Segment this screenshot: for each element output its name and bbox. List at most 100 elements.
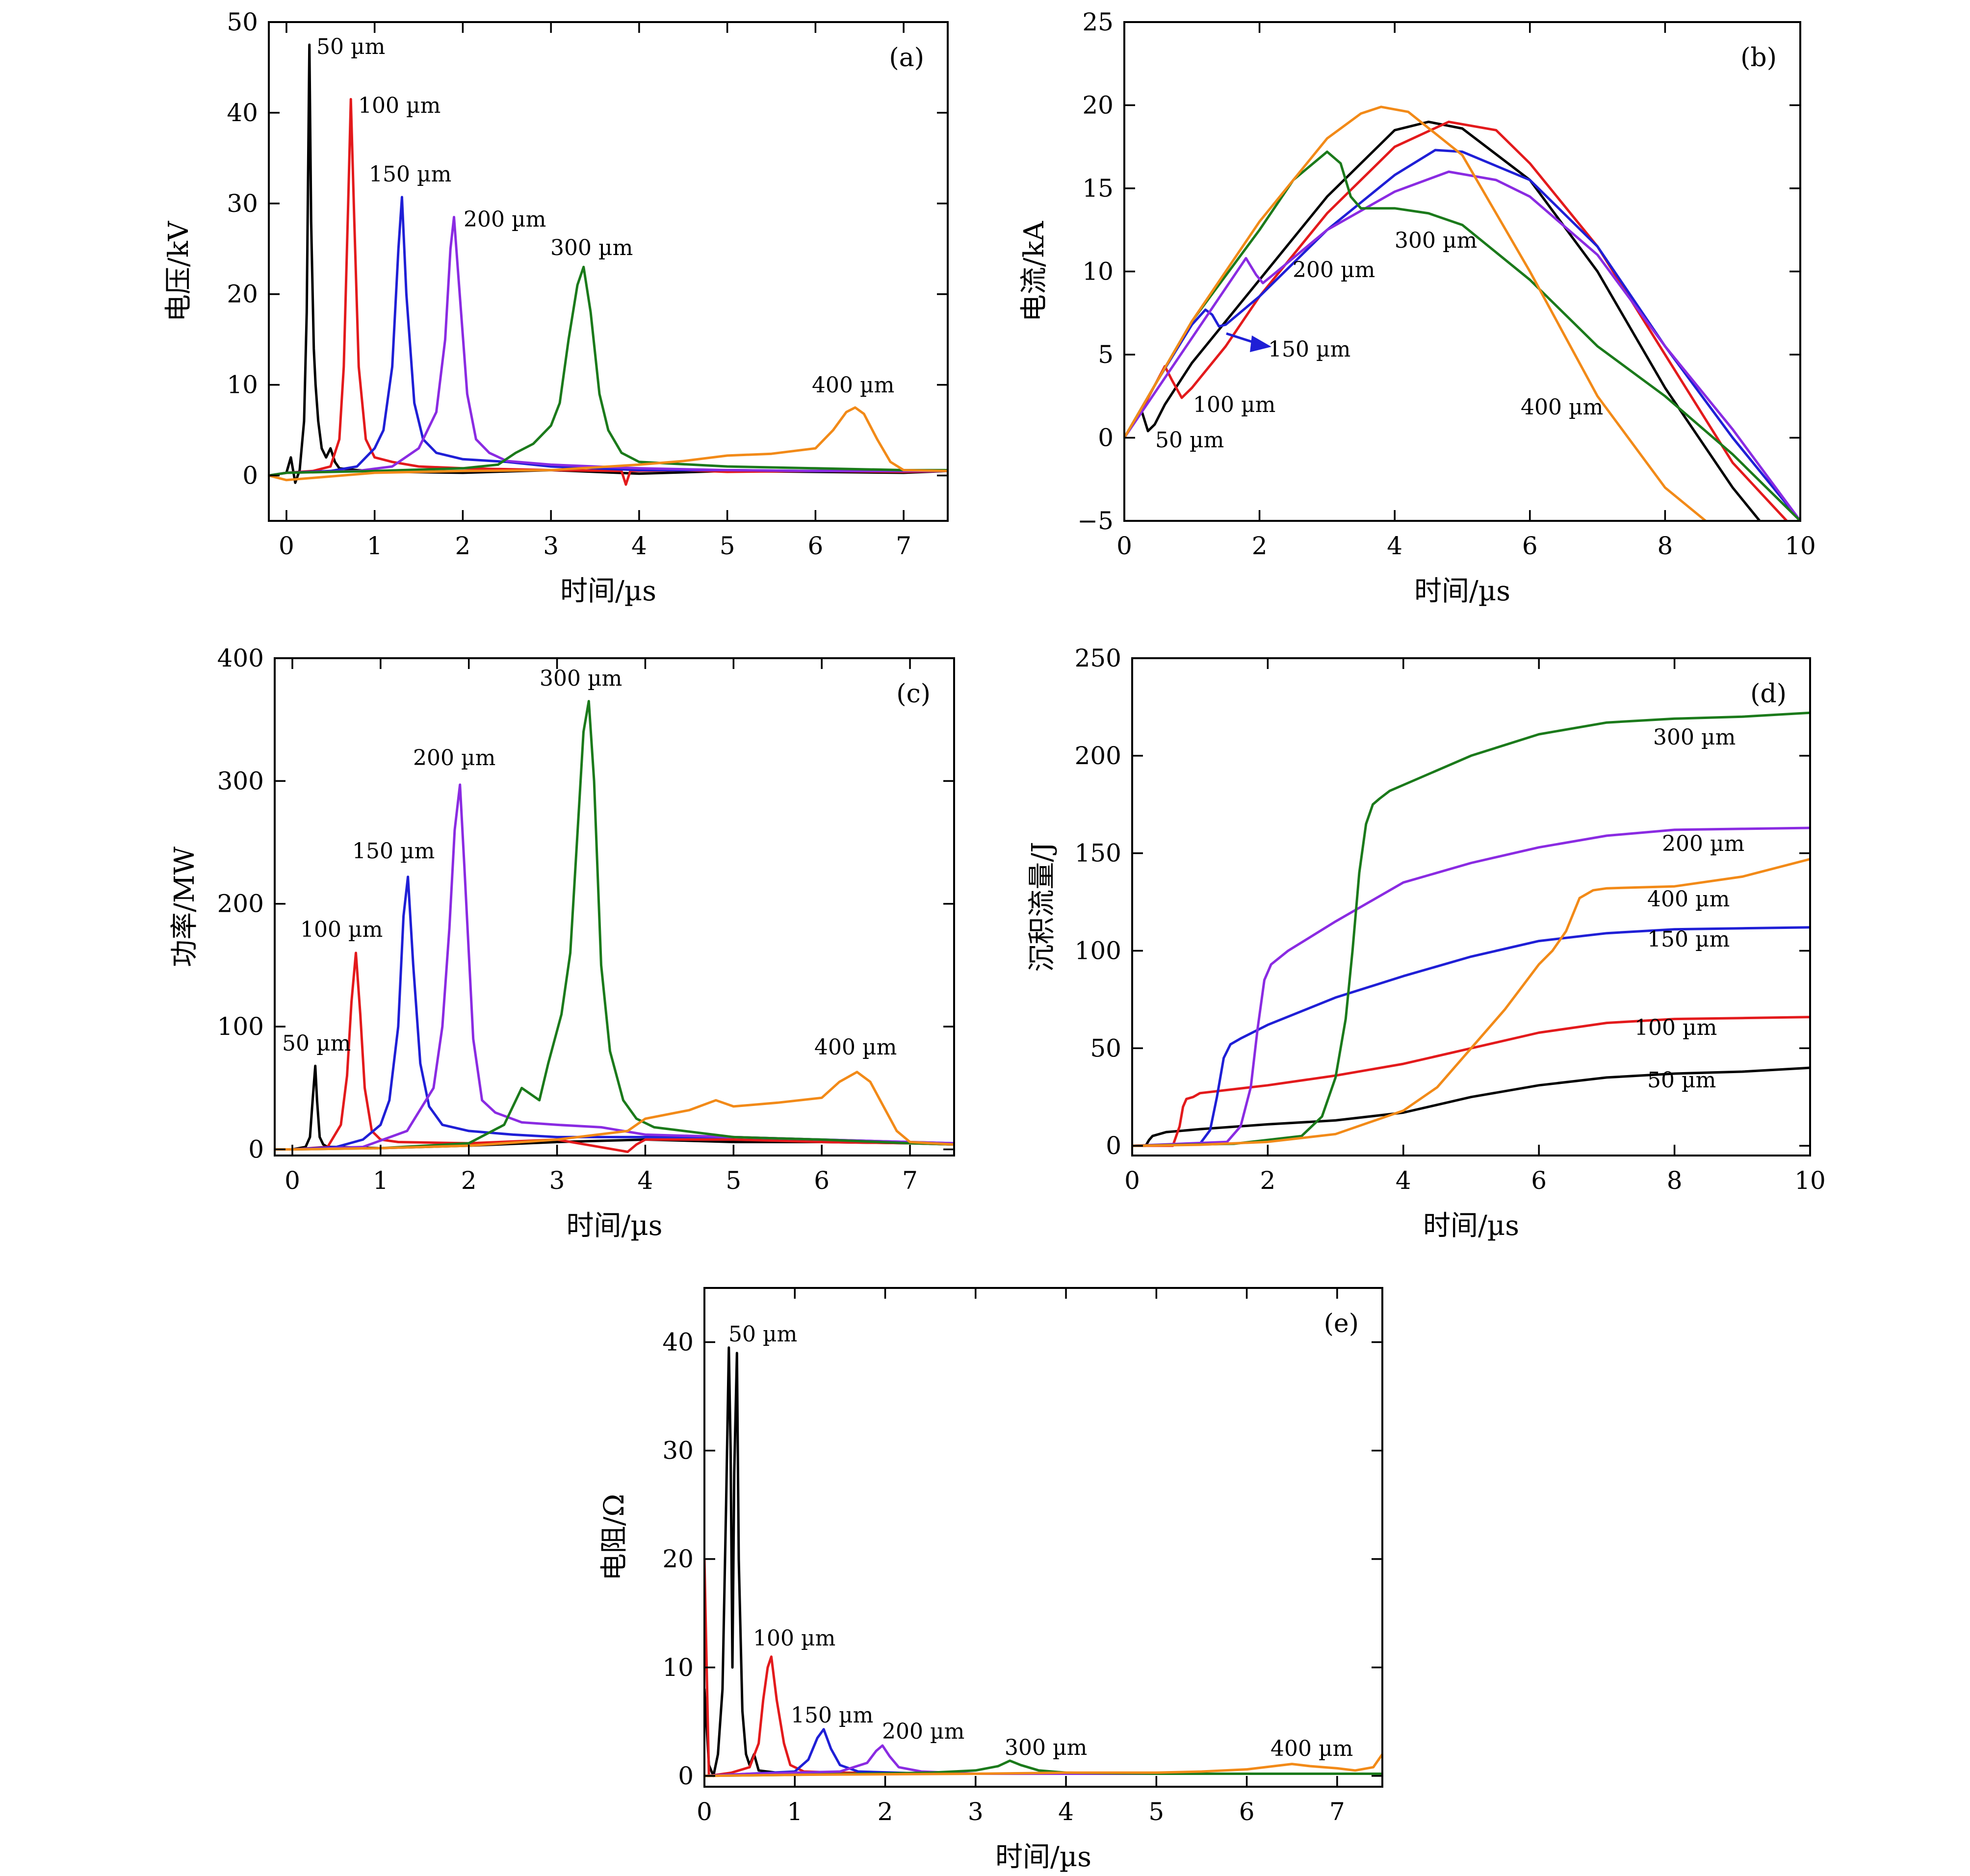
series-group (1132, 711, 1810, 1147)
y-axis-title: 电压/kV (163, 220, 195, 322)
series-annotation: 150 µm (791, 1703, 873, 1728)
x-axis-title: 时间/µs (560, 575, 656, 607)
series-annotation: 150 µm (369, 162, 451, 187)
series-annotation: 300 µm (1395, 228, 1477, 253)
series-annotation: 300 µm (1653, 725, 1736, 750)
x-tick-label: 6 (814, 1166, 829, 1195)
x-tick-label: 6 (1531, 1166, 1547, 1195)
x-tick-label: 3 (968, 1798, 984, 1826)
y-axis-title: 电流/kA (1018, 221, 1050, 322)
series-line-100um (1124, 120, 1788, 521)
y-tick-label: 15 (1082, 174, 1114, 203)
y-tick-label: 100 (217, 1012, 264, 1041)
x-tick-label: 5 (720, 532, 735, 560)
series-annotation: 400 µm (1647, 887, 1730, 912)
y-tick-label: 0 (678, 1762, 694, 1790)
panel-label: (b) (1740, 43, 1777, 73)
series-line-300um (269, 265, 948, 477)
series-annotation: 150 µm (1268, 337, 1350, 362)
y-tick-label: 40 (662, 1328, 694, 1357)
series-line-150um (1124, 149, 1800, 521)
series-line-50um (1132, 1066, 1810, 1147)
series-annotation: 400 µm (1521, 395, 1603, 420)
series-group (269, 43, 948, 486)
y-tick-label: 40 (227, 99, 258, 127)
series-line-400um (1124, 105, 1707, 521)
x-tick-label: 2 (878, 1798, 893, 1826)
y-tick-label: 100 (1075, 936, 1121, 965)
y-tick-label: 5 (1098, 340, 1114, 369)
x-tick-label: 3 (549, 1166, 565, 1195)
series-line-200um (275, 783, 954, 1151)
series-line-400um (704, 1753, 1382, 1777)
series-annotation: 50 µm (728, 1322, 797, 1347)
series-annotation: 400 µm (814, 1035, 897, 1060)
series-annotation: 100 µm (753, 1626, 835, 1651)
y-tick-label: 0 (242, 462, 258, 490)
y-tick-label: 20 (227, 280, 258, 308)
series-annotation: 150 µm (1647, 927, 1730, 952)
series-annotation: 300 µm (540, 666, 622, 691)
x-tick-label: 6 (1239, 1798, 1255, 1826)
panel-e: 0 1 2 3 4 5 6 7 0 10 20 30 40 时间/µs 电阻/Ω (e) 50 µm 100 µm… (598, 1287, 1383, 1873)
y-tick-label: 150 (1075, 839, 1121, 868)
series-line-150um (1132, 926, 1810, 1147)
y-tick-label: 20 (1082, 91, 1114, 120)
series-line-200um (1132, 826, 1810, 1147)
x-tick-label: 7 (896, 532, 911, 560)
x-tick-label: 0 (279, 532, 294, 560)
x-tick-label: 0 (1116, 532, 1132, 560)
arrow-head-icon (1250, 335, 1271, 352)
x-axis-title: 时间/µs (1414, 575, 1510, 607)
y-axis-title: 沉积流量/J (1026, 842, 1058, 972)
y-tick-label: 400 (217, 644, 264, 672)
x-tick-label: 10 (1785, 532, 1816, 560)
y-tick-label: 25 (1082, 8, 1114, 36)
x-tick-label: 3 (543, 532, 559, 560)
series-annotation: 300 µm (1005, 1735, 1087, 1760)
x-tick-label: 1 (367, 532, 383, 560)
series-line-100um (1132, 1016, 1810, 1147)
x-tick-label: 7 (1329, 1798, 1345, 1826)
y-tick-label: 20 (662, 1545, 694, 1573)
plot-frame (703, 1287, 1383, 1788)
x-tick-label: 4 (631, 532, 647, 560)
series-annotation: 400 µm (1270, 1736, 1353, 1761)
plot-frame (1131, 657, 1811, 1156)
x-tick-label: 2 (1252, 532, 1268, 560)
x-axis-title: 时间/µs (567, 1210, 663, 1242)
y-tick-label: 50 (1090, 1034, 1121, 1062)
panel-label: (d) (1750, 679, 1787, 709)
series-annotation: 50 µm (316, 34, 385, 59)
x-tick-label: 4 (1396, 1166, 1411, 1195)
series-line-400um (269, 406, 948, 482)
panel-label: (e) (1324, 1309, 1359, 1338)
x-tick-label: 2 (461, 1166, 477, 1195)
series-annotation: 100 µm (1634, 1015, 1717, 1040)
y-tick-label: 10 (227, 371, 258, 399)
series-annotation: 100 µm (1193, 392, 1275, 417)
series-line-200um (269, 216, 948, 477)
x-tick-label: 5 (726, 1166, 741, 1195)
series-line-50um (1124, 120, 1761, 521)
y-tick-label: 30 (662, 1437, 694, 1465)
x-tick-label: 4 (638, 1166, 653, 1195)
series-line-50um (269, 43, 948, 484)
series-annotation: 200 µm (1293, 257, 1375, 283)
series-line-300um (1132, 711, 1810, 1147)
x-tick-label: 2 (1260, 1166, 1275, 1195)
y-tick-label: 300 (217, 767, 264, 795)
x-tick-label: 0 (285, 1166, 300, 1195)
x-tick-label: 6 (807, 532, 823, 560)
series-annotation: 300 µm (550, 235, 633, 260)
y-tick-label: 50 (227, 8, 258, 36)
series-annotation: 150 µm (352, 839, 435, 864)
x-tick-label: 8 (1657, 532, 1673, 560)
x-tick-label: 0 (1124, 1166, 1140, 1195)
x-tick-label: 6 (1522, 532, 1538, 560)
series-annotation: 50 µm (1647, 1068, 1716, 1093)
y-tick-label: 0 (1106, 1131, 1121, 1160)
y-axis-title: 电阻/Ω (598, 1494, 630, 1581)
